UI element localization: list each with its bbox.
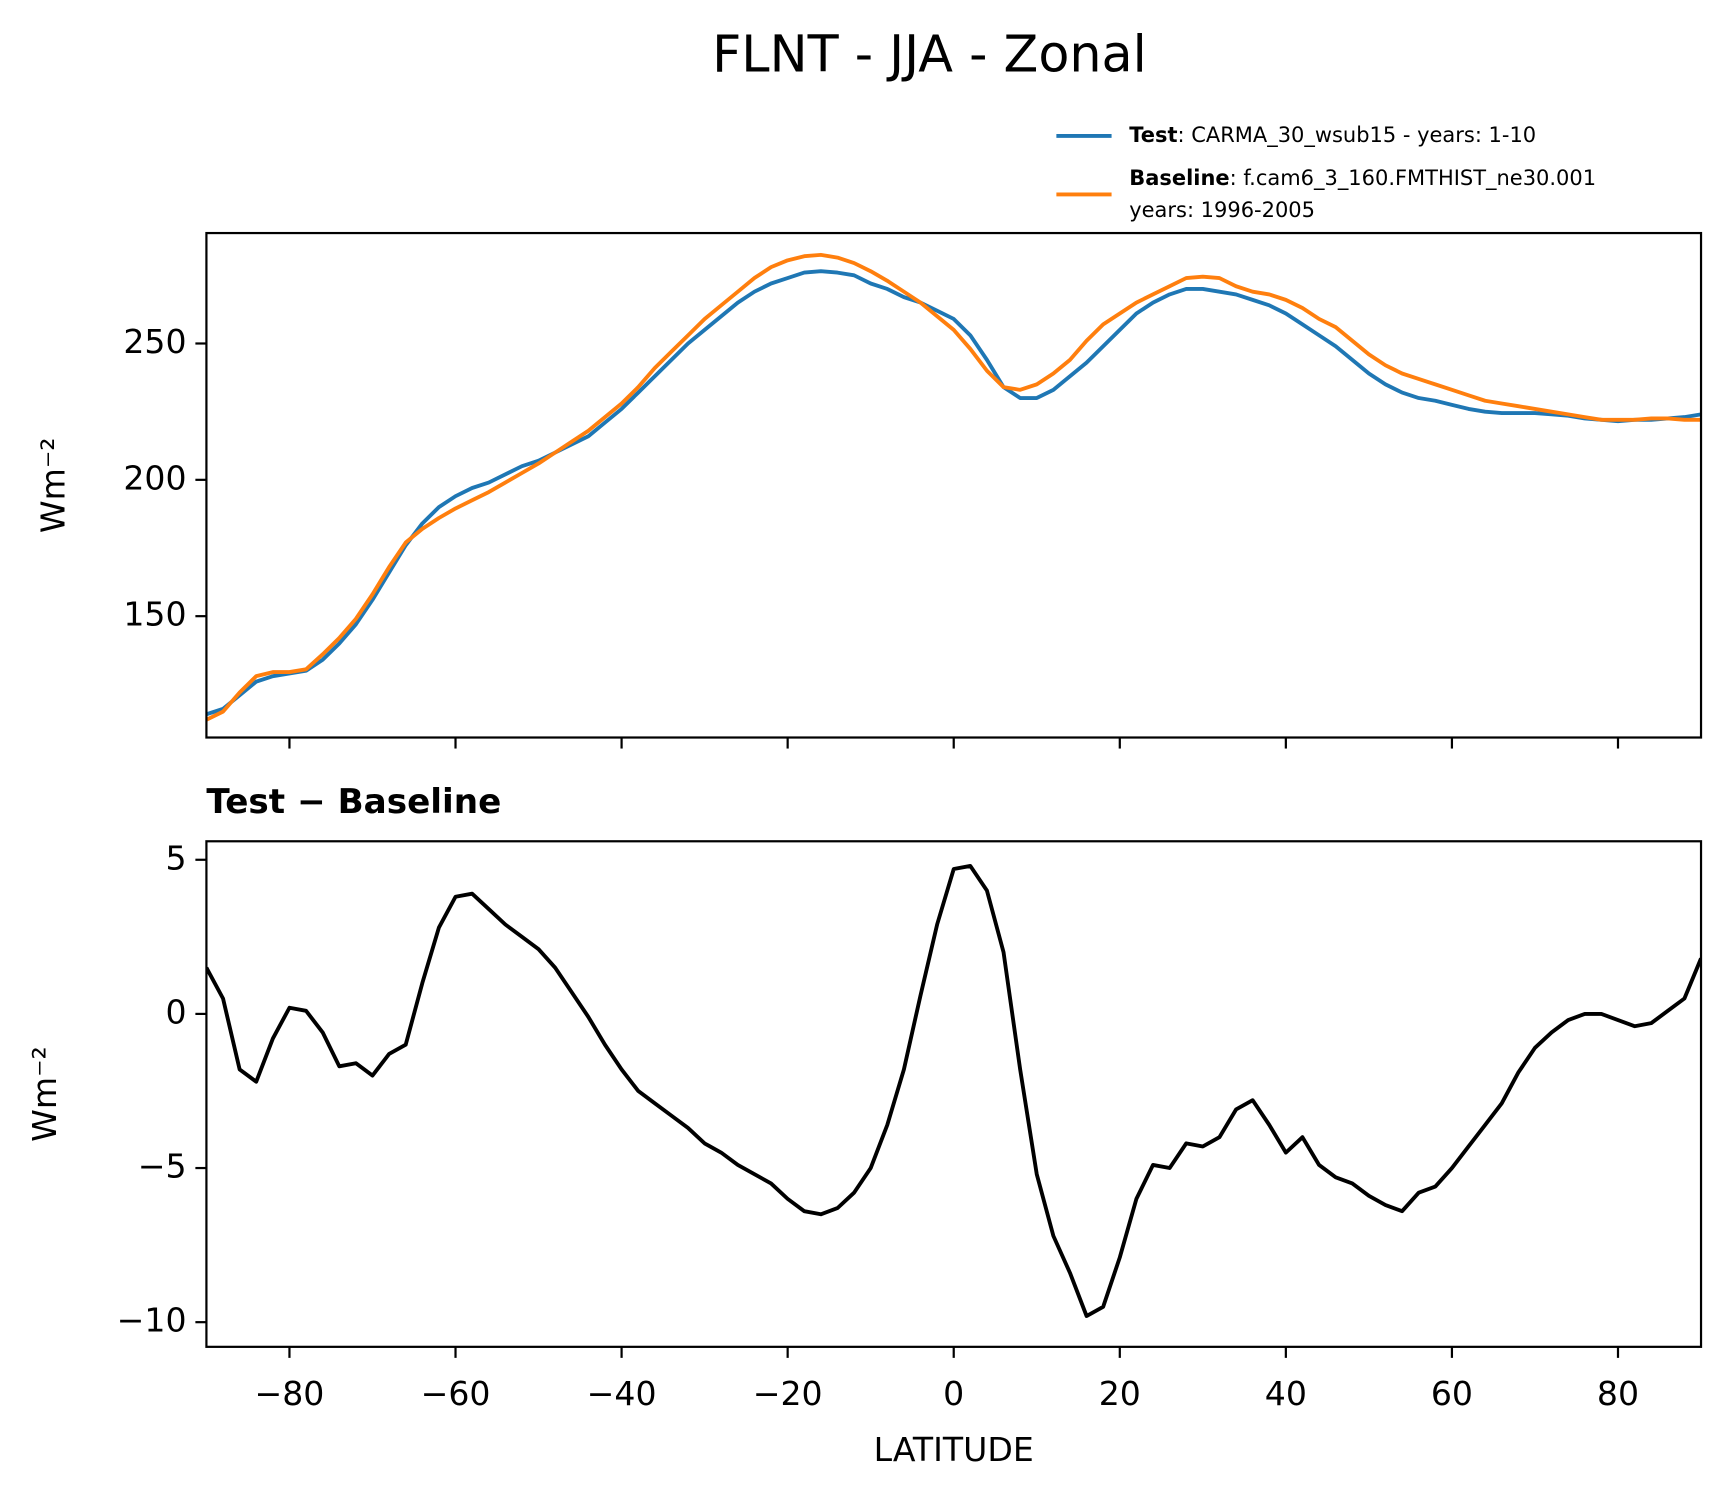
chart-title: FLNT - JJA - Zonal	[712, 25, 1147, 84]
subplot-title: Test − Baseline	[206, 782, 501, 822]
x-tick-label: −20	[753, 1374, 823, 1413]
y-tick-label: 0	[165, 992, 186, 1031]
y-axis-label: Wm⁻²	[25, 1046, 64, 1142]
data-line	[206, 252, 1702, 722]
x-tick-label: 40	[1265, 1374, 1307, 1413]
data-line	[206, 864, 1702, 1318]
axes-frame	[205, 840, 1703, 1348]
y-tick-label: 150	[123, 595, 186, 634]
x-tick-label: −40	[587, 1374, 657, 1413]
y-tick-label: 200	[123, 458, 186, 497]
x-tick-label: 60	[1431, 1374, 1473, 1413]
x-tick-label: −60	[421, 1374, 491, 1413]
x-tick-label: 20	[1099, 1374, 1141, 1413]
legend-description: : CARMA_30_wsub15 - years: 1-10	[1177, 123, 1536, 148]
legend-description: : f.cam6_3_160.FMTHIST_ne30.001	[1230, 166, 1596, 191]
x-tick-label: −80	[255, 1374, 325, 1413]
legend-name: Test	[1129, 123, 1177, 147]
y-tick-label: 5	[165, 838, 186, 877]
axes-frame	[205, 231, 1703, 739]
x-tick-label: 0	[943, 1374, 964, 1413]
x-tick-label: 80	[1597, 1374, 1639, 1413]
legend-label: Test: CARMA_30_wsub15 - years: 1-10	[1129, 123, 1536, 148]
y-tick-label: −5	[138, 1147, 187, 1186]
x-axis-label: LATITUDE	[874, 1430, 1034, 1469]
y-tick-label: −10	[117, 1301, 187, 1340]
data-line	[206, 269, 1702, 717]
y-tick-label: 250	[123, 322, 186, 361]
legend-name: Baseline	[1129, 166, 1229, 190]
y-axis-label: Wm⁻²	[34, 437, 73, 533]
legend-description: years: 1996-2005	[1129, 198, 1315, 222]
